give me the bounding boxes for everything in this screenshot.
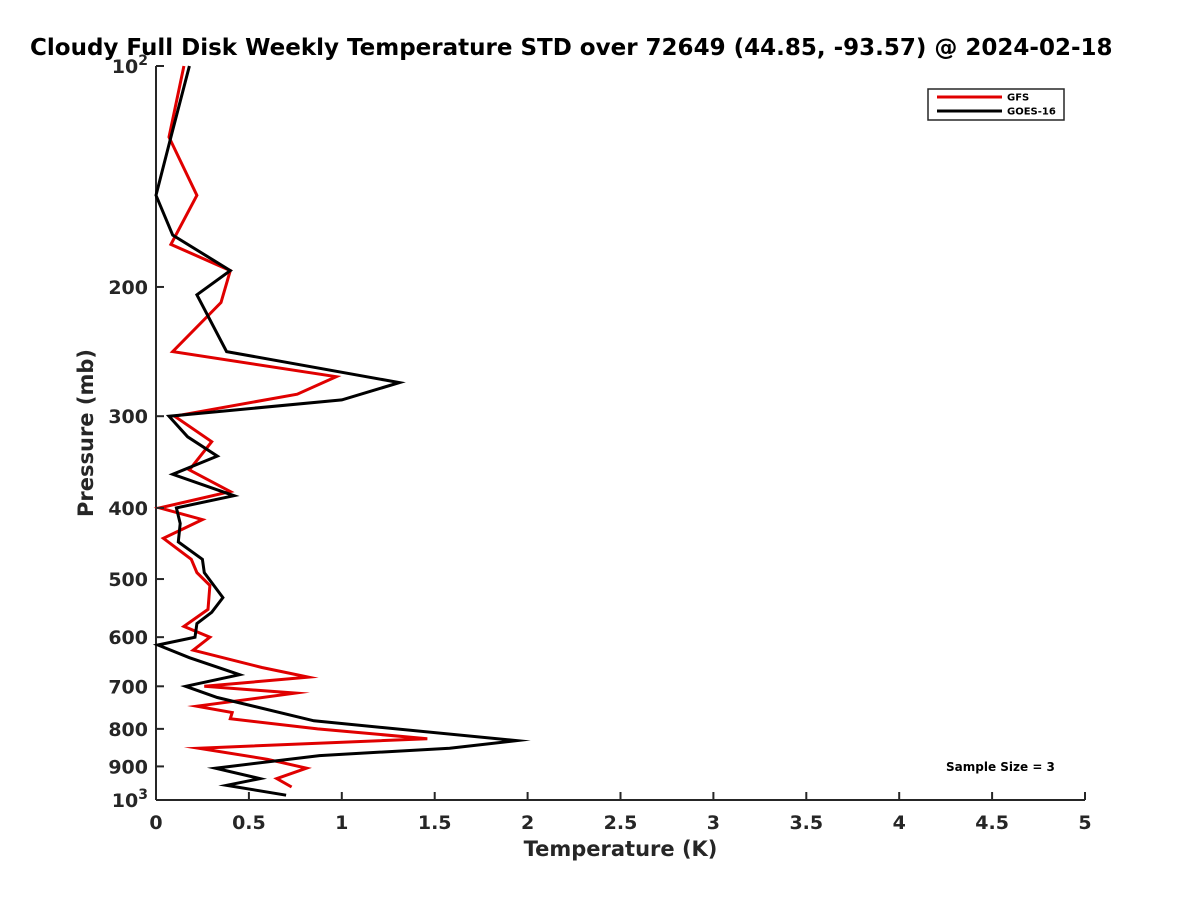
plot-axes bbox=[155, 66, 1085, 801]
x-tick-label: 5 bbox=[1078, 812, 1091, 834]
series-line-goes-16 bbox=[152, 65, 531, 797]
x-tick-label: 0.5 bbox=[232, 812, 266, 834]
x-tick-label: 0 bbox=[149, 812, 162, 834]
y-tick-label: 900 bbox=[108, 756, 148, 778]
x-tick-label: 3.5 bbox=[789, 812, 823, 834]
y-axis-label: Pressure (mb) bbox=[74, 349, 98, 517]
x-tick-label: 1.5 bbox=[418, 812, 452, 834]
y-tick-label: 200 bbox=[108, 277, 148, 299]
y-tick-label: 500 bbox=[108, 569, 148, 591]
sample-size-annotation: Sample Size = 3 bbox=[946, 760, 1055, 774]
x-tick-label: 3 bbox=[707, 812, 720, 834]
x-tick-label: 4 bbox=[893, 812, 906, 834]
chart-title: Cloudy Full Disk Weekly Temperature STD … bbox=[30, 35, 1113, 61]
y-tick-label: 300 bbox=[108, 406, 148, 428]
y-tick-label: 800 bbox=[108, 719, 148, 741]
chart-legend: GFS GOES-16 bbox=[927, 88, 1065, 121]
x-tick-label: 1 bbox=[335, 812, 348, 834]
legend-label: GOES-16 bbox=[1007, 107, 1056, 118]
y-tick-label: 102 bbox=[112, 53, 148, 78]
y-tick-label: 700 bbox=[108, 676, 148, 698]
series-line-gfs bbox=[153, 65, 428, 789]
legend-box bbox=[927, 88, 1065, 121]
legend-label: GFS bbox=[1007, 93, 1029, 104]
x-axis-label: Temperature (K) bbox=[524, 837, 718, 861]
x-tick-label: 2.5 bbox=[604, 812, 638, 834]
series-layer bbox=[152, 65, 531, 797]
y-tick-label: 103 bbox=[112, 787, 148, 812]
x-tick-label: 2 bbox=[521, 812, 534, 834]
x-tick-label: 4.5 bbox=[975, 812, 1009, 834]
tick-layer: 0 0.5 1 1.5 2 2.5 3 3.5 4 4.5 5 102 200 300 400 500 600 7… bbox=[108, 53, 1091, 834]
y-tick-label: 600 bbox=[108, 627, 148, 649]
y-tick-label: 400 bbox=[108, 498, 148, 520]
